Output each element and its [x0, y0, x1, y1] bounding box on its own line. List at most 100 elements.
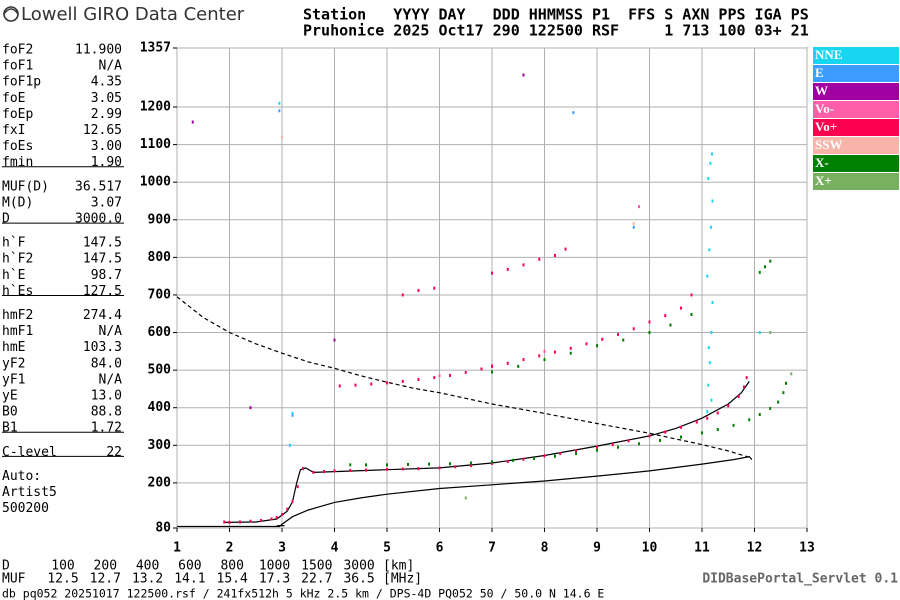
echo-point: [707, 383, 710, 387]
echo-point: [249, 406, 252, 410]
echo-point: [707, 176, 710, 180]
echo-point: [417, 288, 420, 292]
echo-point: [575, 452, 577, 456]
legend-swatch: [813, 101, 899, 118]
d-value: 100: [51, 559, 74, 574]
muf-value: 12.5: [47, 572, 78, 587]
echo-point: [291, 411, 294, 415]
x-tick-label: 9: [593, 541, 601, 556]
echo-point: [480, 367, 483, 371]
echo-point: [407, 462, 409, 466]
echo-point: [302, 467, 304, 471]
legend-label: X-: [815, 155, 829, 170]
echo-point: [333, 338, 336, 342]
echo-point: [349, 468, 352, 472]
echo-point: [709, 161, 712, 165]
profile-line: [177, 455, 753, 528]
param-value: 127.5: [83, 284, 122, 299]
legend-swatch: [813, 173, 899, 190]
echo-point: [737, 394, 740, 398]
param-label: hmE: [2, 340, 25, 355]
muf-label: MUF: [2, 572, 26, 587]
param-label: hmF2: [2, 308, 33, 323]
echo-point: [417, 467, 420, 471]
param-value: 1.90: [91, 155, 122, 170]
auto-text: 500200: [2, 501, 49, 516]
echo-point: [491, 460, 493, 464]
y-tick-label: 600: [148, 325, 172, 340]
echo-point: [417, 378, 420, 382]
echo-point: [278, 109, 281, 113]
echo-point: [281, 512, 283, 516]
echo-point: [710, 398, 713, 402]
echo-point: [288, 443, 291, 447]
param-value: N/A: [99, 59, 123, 74]
d-value: 600: [178, 559, 201, 574]
x-tick-label: 1: [173, 541, 181, 556]
echo-point: [680, 435, 682, 439]
param-value: 147.5: [83, 252, 122, 267]
echo-point: [386, 467, 388, 471]
muf-value: 22.7: [301, 572, 332, 587]
legend-label: W: [815, 83, 828, 98]
legend-swatch: [813, 119, 899, 136]
echo-point: [506, 267, 509, 271]
echo-point: [769, 406, 772, 410]
echo-point: [239, 520, 241, 524]
echo-point: [543, 358, 546, 362]
echo-point: [758, 331, 761, 335]
muf-value: 14.1: [174, 572, 205, 587]
echo-point: [708, 248, 711, 252]
echo-point: [370, 382, 373, 386]
echo-point: [601, 337, 604, 341]
param-label: yF1: [2, 372, 25, 387]
echo-point: [611, 443, 614, 447]
d-value: 1500: [301, 559, 332, 574]
echo-point: [449, 373, 451, 377]
param-label: foEs: [2, 139, 33, 154]
y-tick-label: 1200: [140, 100, 171, 115]
plot: [176, 47, 808, 529]
legend-label: NNE: [815, 47, 842, 62]
echo-point: [228, 520, 231, 524]
logo-icon: [3, 6, 19, 22]
muf-value: 15.4: [217, 572, 248, 587]
param-label: fxI: [2, 123, 25, 138]
param-label: h`F: [2, 236, 26, 251]
echo-point: [743, 385, 745, 389]
echo-point: [585, 342, 588, 346]
legend-label: X+: [815, 173, 832, 188]
echo-point: [365, 463, 367, 467]
profile-line: [176, 296, 750, 458]
param-label: MUF(D): [2, 179, 49, 194]
echo-point: [707, 346, 710, 350]
echo-point: [522, 73, 525, 77]
legend-swatch: [813, 65, 899, 82]
legend-swatch: [813, 155, 899, 172]
param-value: 13.0: [91, 389, 122, 404]
param-label: foF2: [2, 43, 33, 58]
x-tick-label: 2: [226, 541, 234, 556]
y-tick-label: 800: [148, 250, 172, 265]
param-value: 88.8: [91, 405, 122, 420]
param-value: 84.0: [91, 356, 122, 371]
echo-point: [559, 452, 562, 456]
echo-point: [627, 439, 630, 443]
param-label: foE: [2, 91, 25, 106]
logo-title: Lowell GIRO Data Center: [21, 4, 245, 25]
echo-point: [491, 461, 493, 465]
d-value: 3000: [343, 559, 374, 574]
param-value: 103.3: [83, 340, 122, 355]
echo-point: [782, 391, 785, 395]
echo-point: [769, 259, 772, 263]
echo-point: [338, 384, 341, 388]
echo-point: [401, 467, 404, 471]
echo-point: [572, 111, 575, 115]
echo-point: [745, 376, 748, 380]
param-label: fmin: [2, 155, 33, 170]
echo-point: [386, 381, 388, 385]
y-tick-label: 300: [148, 438, 172, 453]
echo-point: [291, 413, 294, 417]
echo-point: [464, 496, 467, 500]
x-tick-label: 7: [488, 541, 496, 556]
